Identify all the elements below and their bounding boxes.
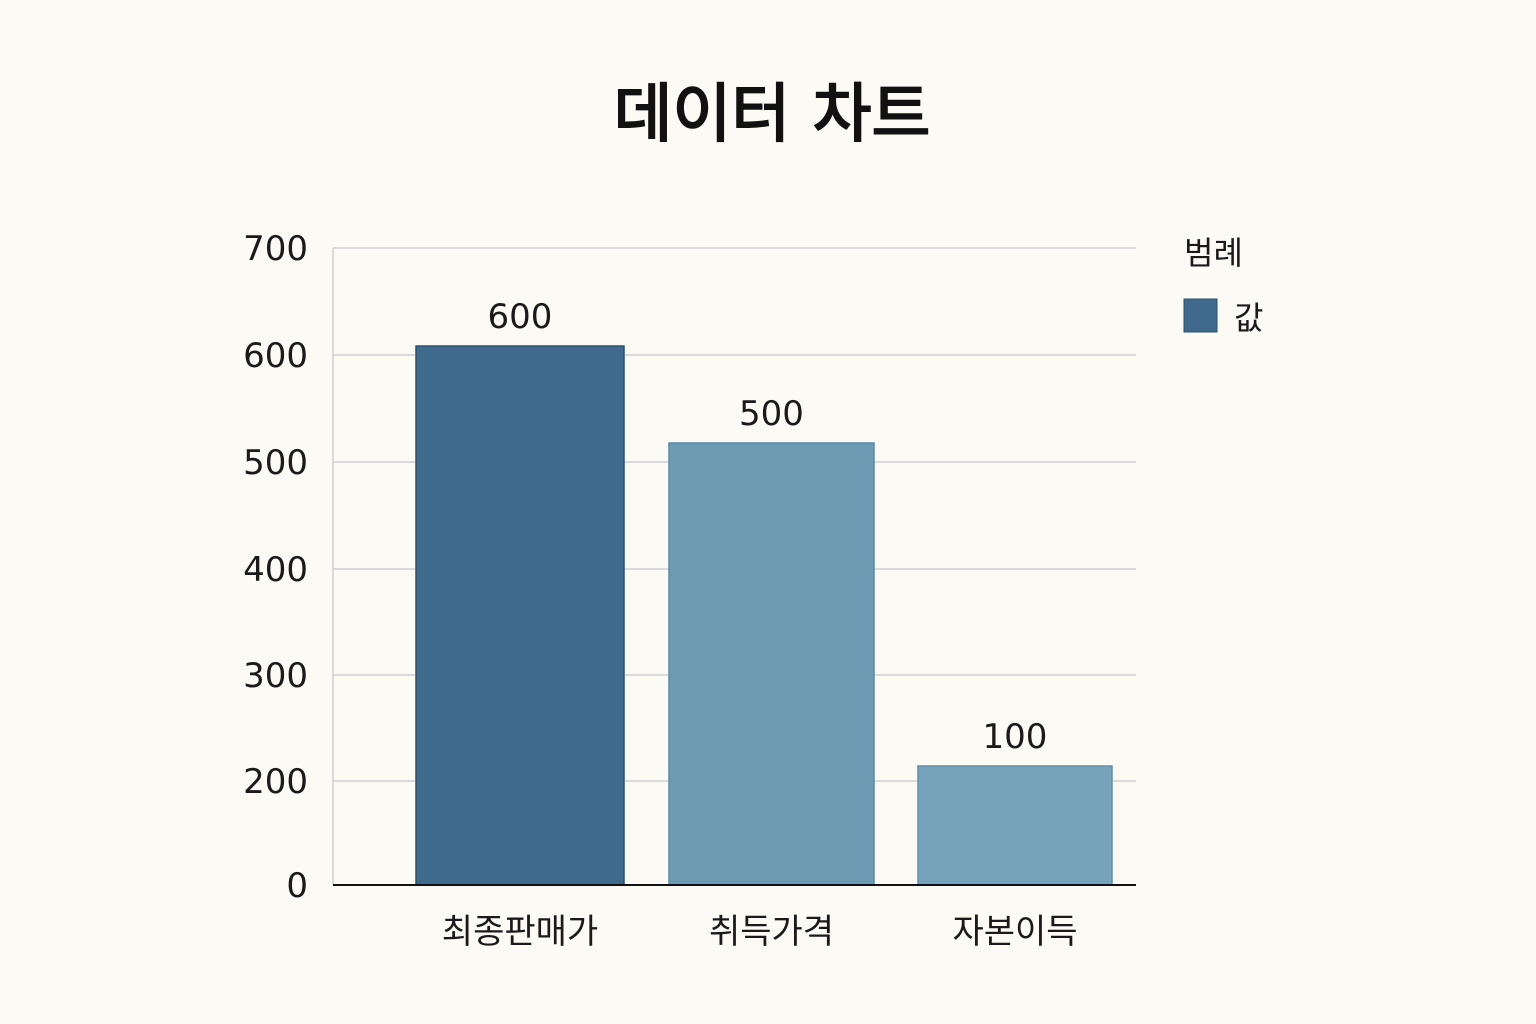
category-labels: 최종판매가 취득가격 자본이득	[442, 912, 1078, 952]
y-tick-label: 0	[286, 866, 308, 906]
bar	[917, 765, 1113, 886]
chart-title: 데이터 차트	[614, 78, 931, 152]
bar-value-label: 600	[488, 297, 553, 337]
legend-swatch	[1183, 298, 1218, 333]
bar	[668, 442, 875, 886]
y-tick-label: 300	[243, 656, 308, 696]
y-tick-label: 400	[243, 550, 308, 590]
x-category-label: 최종판매가	[442, 912, 598, 952]
bar	[415, 345, 625, 886]
bars	[415, 345, 1113, 886]
x-category-label: 취득가격	[709, 912, 834, 952]
bar-value-label: 100	[983, 717, 1048, 757]
x-category-label: 자본이득	[952, 912, 1077, 952]
y-tick-label: 500	[243, 443, 308, 483]
y-tick-label: 600	[243, 336, 308, 376]
legend-entry-label: 값	[1234, 299, 1263, 337]
y-tick-label: 700	[243, 229, 308, 269]
y-axis-ticks: 0 200 300 400 500 600 700	[243, 229, 308, 906]
bar-value-label: 500	[739, 394, 804, 434]
data-labels: 600 500 100	[488, 297, 1048, 757]
legend-title: 범례	[1184, 234, 1243, 272]
legend: 범례 값	[1183, 234, 1263, 337]
y-tick-label: 200	[243, 762, 308, 802]
